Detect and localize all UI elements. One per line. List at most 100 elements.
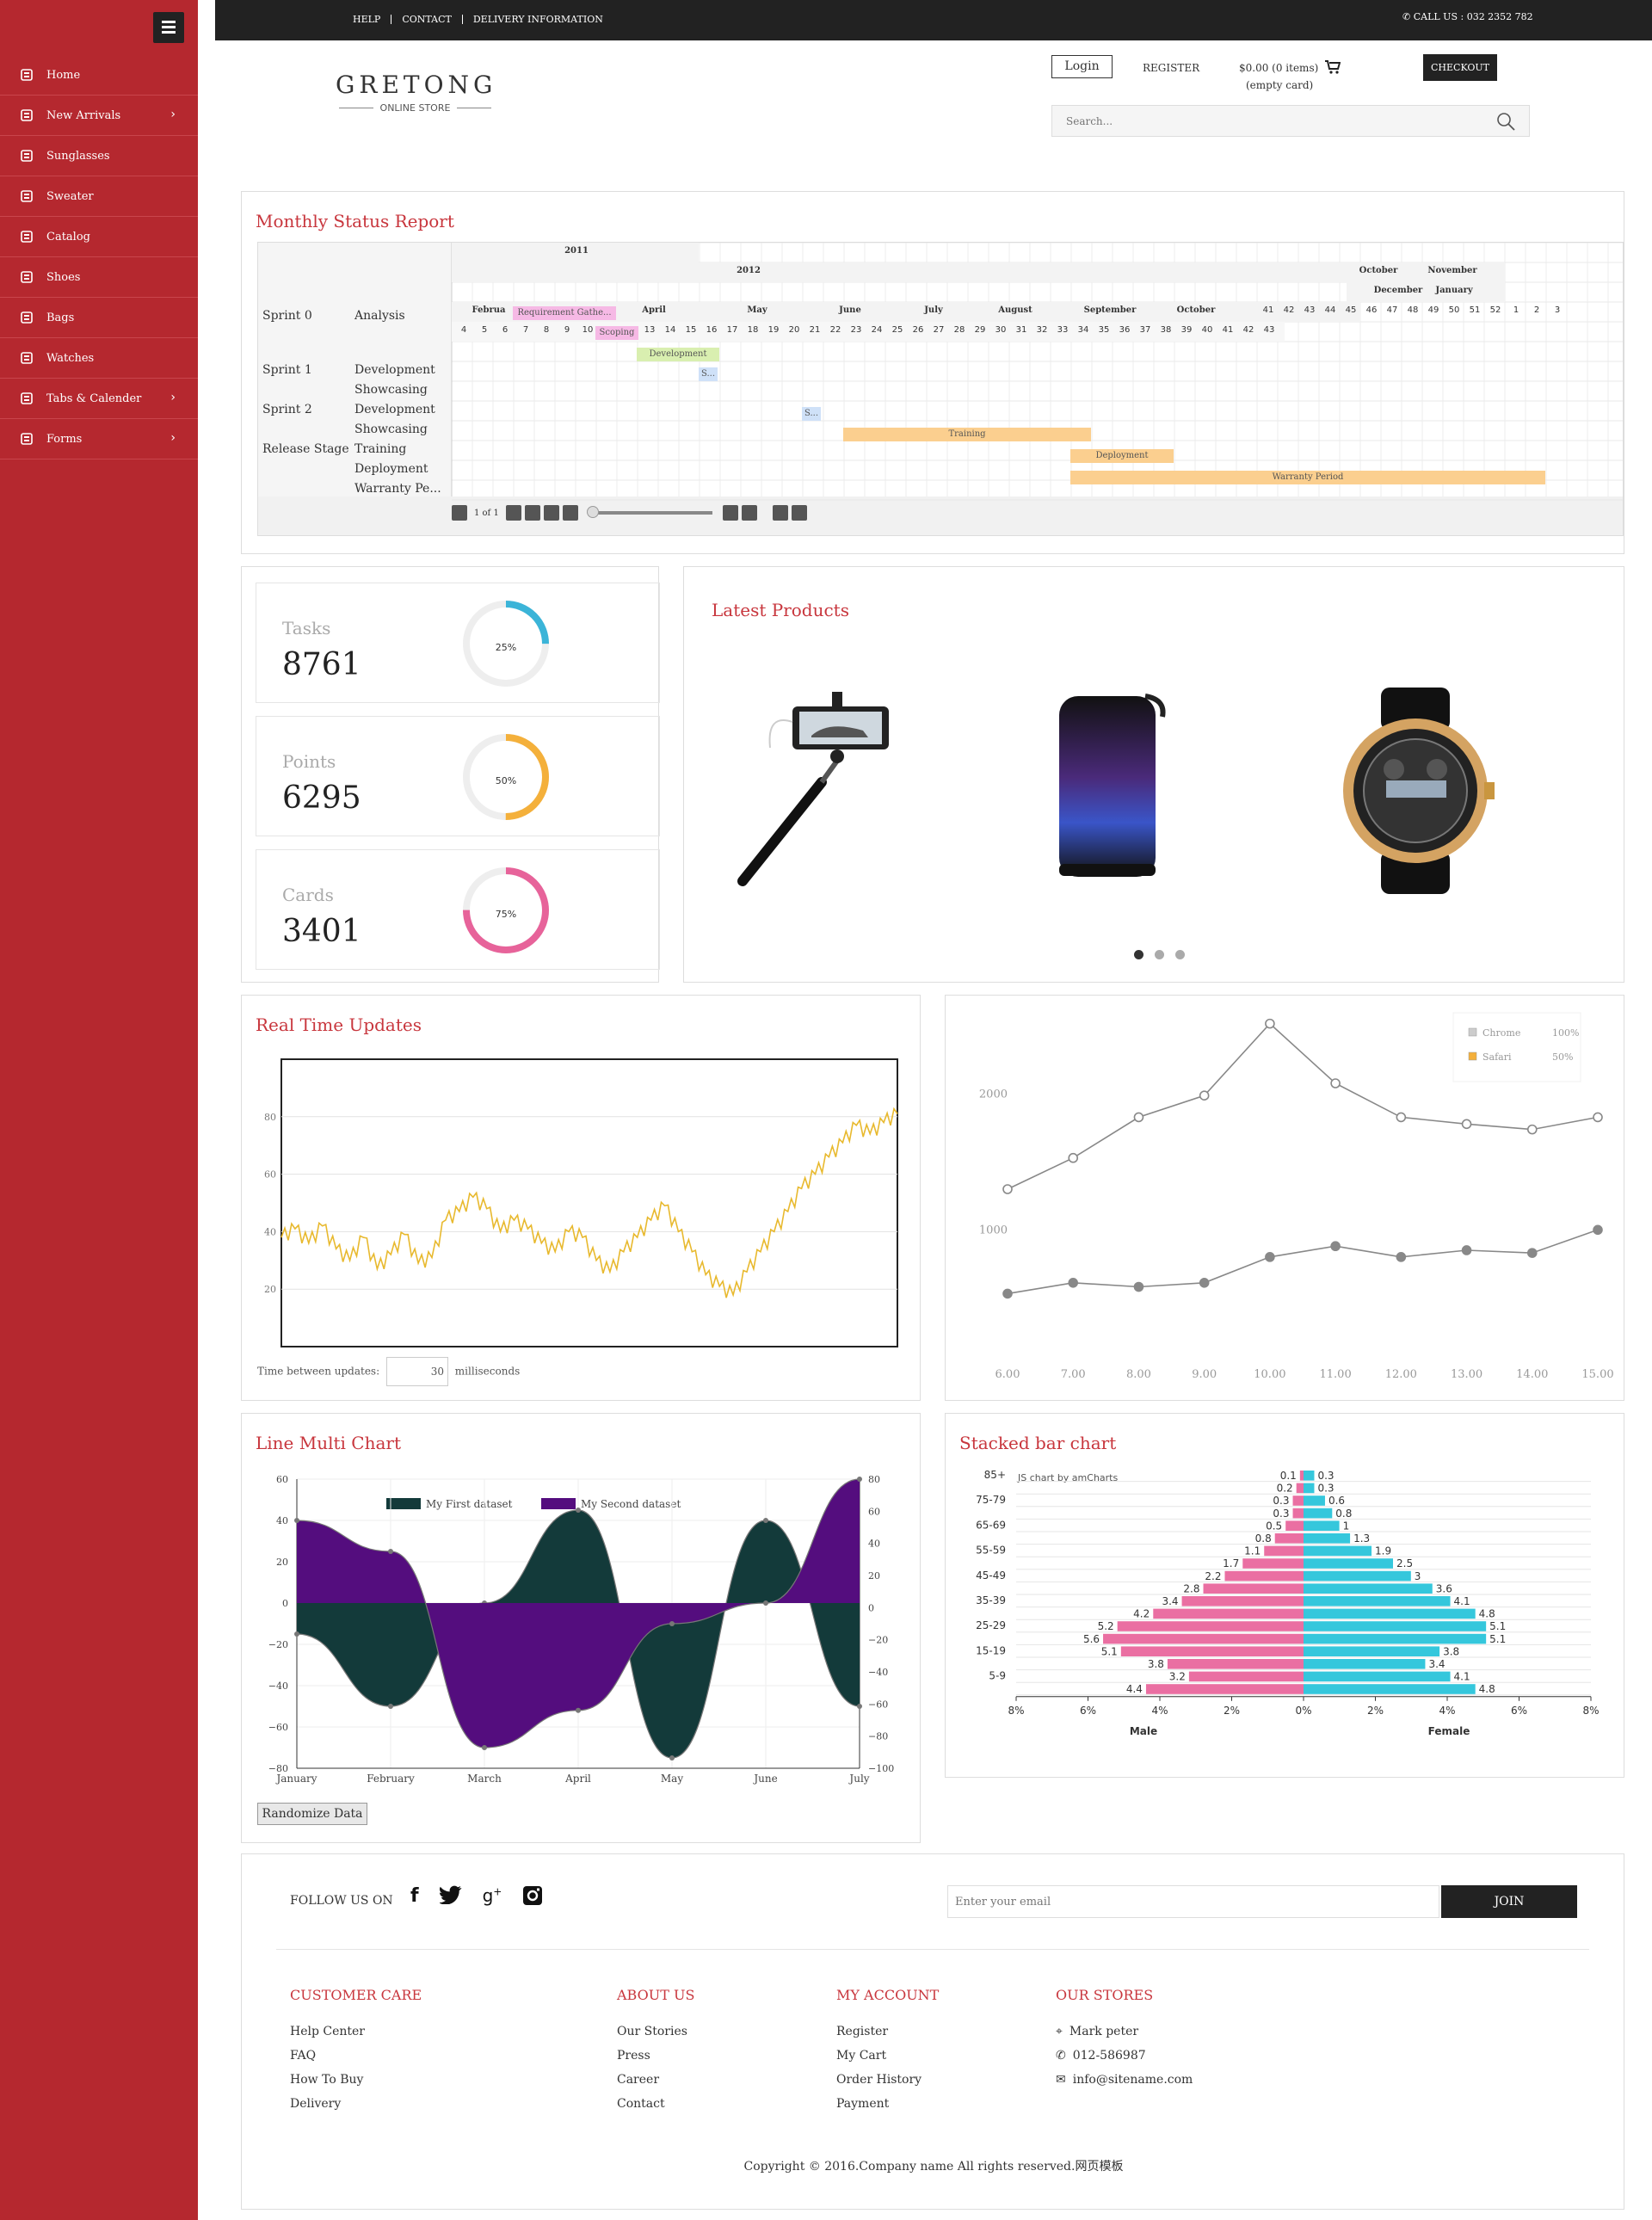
menu-toggle-button[interactable] [153, 12, 184, 43]
data-point[interactable] [482, 1745, 487, 1750]
search-icon[interactable] [1496, 112, 1515, 131]
footer-link[interactable]: ⌖ Mark peter [1056, 2020, 1138, 2044]
gantt-bar[interactable]: Training [843, 428, 1091, 441]
gantt-bar[interactable]: Deployment [1070, 449, 1174, 463]
data-point[interactable] [576, 1707, 581, 1713]
checkout-button[interactable]: CHECKOUT [1423, 54, 1497, 81]
data-point[interactable] [1068, 1152, 1079, 1163]
male-bar[interactable] [1103, 1633, 1304, 1644]
male-bar[interactable] [1285, 1520, 1304, 1531]
male-bar[interactable] [1224, 1570, 1304, 1582]
zoom-in-icon[interactable] [772, 505, 788, 521]
search-input[interactable] [1052, 106, 1465, 136]
data-point[interactable] [1133, 1281, 1144, 1292]
zoom-out-icon[interactable] [791, 505, 807, 521]
data-point[interactable] [1133, 1112, 1144, 1123]
facebook-icon[interactable]: f [410, 1885, 419, 1907]
zoom-slider[interactable] [586, 506, 712, 518]
google-plus-icon[interactable]: g+ [482, 1885, 502, 1906]
gantt-bar[interactable]: Development [637, 348, 719, 361]
data-point[interactable] [1396, 1112, 1407, 1123]
footer-link[interactable]: Press [617, 2044, 650, 2068]
delivery-info-link[interactable]: DELIVERY INFORMATION [472, 14, 603, 25]
footer-link[interactable]: ✆ 012-586987 [1056, 2044, 1146, 2068]
randomize-data-button[interactable]: Randomize Data [257, 1803, 367, 1825]
female-bar[interactable] [1304, 1596, 1451, 1606]
sidebar-item-bags[interactable]: Bags [0, 298, 198, 338]
female-bar[interactable] [1304, 1684, 1476, 1694]
data-point[interactable] [857, 1704, 862, 1709]
male-bar[interactable] [1242, 1558, 1304, 1569]
data-point[interactable] [1330, 1241, 1341, 1252]
gantt-bar[interactable]: S... [802, 407, 821, 421]
data-point[interactable] [1002, 1288, 1013, 1299]
data-point[interactable] [1396, 1252, 1407, 1262]
male-bar[interactable] [1203, 1583, 1304, 1594]
footer-link[interactable]: Contact [617, 2092, 665, 2116]
female-bar[interactable] [1304, 1659, 1426, 1669]
data-point[interactable] [388, 1704, 393, 1709]
male-bar[interactable] [1181, 1596, 1304, 1606]
contact-link[interactable]: CONTACT [391, 15, 463, 24]
male-bar[interactable] [1264, 1545, 1304, 1557]
data-point[interactable] [294, 1518, 299, 1523]
sidebar-item-home[interactable]: Home [0, 55, 198, 96]
help-link[interactable]: HELP [342, 15, 392, 24]
data-point[interactable] [1265, 1252, 1275, 1262]
selfie-stick-image[interactable] [725, 688, 915, 894]
data-point[interactable] [1265, 1018, 1275, 1029]
female-bar[interactable] [1304, 1495, 1325, 1506]
male-bar[interactable] [1188, 1671, 1304, 1682]
data-point[interactable] [1593, 1224, 1603, 1236]
data-point[interactable] [1199, 1278, 1210, 1288]
footer-link[interactable]: Help Center [290, 2020, 365, 2044]
email-input[interactable] [947, 1885, 1439, 1918]
female-bar[interactable] [1304, 1583, 1433, 1594]
footer-link[interactable]: My Cart [836, 2044, 886, 2068]
data-point[interactable] [669, 1621, 675, 1626]
male-bar[interactable] [1299, 1471, 1304, 1481]
male-bar[interactable] [1292, 1495, 1304, 1506]
male-bar[interactable] [1120, 1646, 1304, 1656]
footer-link[interactable]: Register [836, 2020, 888, 2044]
register-link[interactable]: REGISTER [1143, 62, 1200, 74]
female-bar[interactable] [1304, 1483, 1315, 1494]
female-bar[interactable] [1304, 1570, 1411, 1582]
cart-summary[interactable]: $0.00 (0 items) (empty card) [1239, 60, 1341, 91]
footer-link[interactable]: Payment [836, 2092, 889, 2116]
gantt-bar[interactable]: Requirement Gathe... [513, 306, 616, 320]
zoom-icon[interactable] [505, 505, 521, 521]
gantt-bar[interactable]: S... [699, 367, 718, 381]
male-bar[interactable] [1296, 1483, 1304, 1494]
last-page-icon[interactable] [741, 505, 757, 521]
sidebar-item-tabs-calender[interactable]: Tabs & Calender › [0, 379, 198, 419]
data-point[interactable] [294, 1631, 299, 1637]
twitter-icon[interactable] [439, 1885, 462, 1904]
carousel-dot[interactable] [1155, 950, 1164, 959]
female-bar[interactable] [1304, 1508, 1333, 1519]
footer-link[interactable]: FAQ [290, 2044, 316, 2068]
prev-page-icon[interactable] [452, 505, 467, 521]
data-point[interactable] [388, 1549, 393, 1554]
footer-link[interactable]: ✉ info@sitename.com [1056, 2068, 1193, 2092]
site-logo[interactable]: GRETONG ONLINE STORE [336, 71, 495, 114]
female-bar[interactable] [1304, 1621, 1487, 1631]
data-point[interactable] [1526, 1124, 1538, 1135]
data-point[interactable] [1461, 1119, 1472, 1130]
gantt-bar[interactable]: Scoping [595, 326, 638, 340]
footer-link[interactable]: Order History [836, 2068, 922, 2092]
data-point[interactable] [763, 1518, 768, 1523]
footer-link[interactable]: Our Stories [617, 2020, 687, 2044]
data-point[interactable] [1002, 1184, 1013, 1194]
gantt-bar[interactable]: Warranty Period [1070, 471, 1545, 484]
data-point[interactable] [857, 1477, 862, 1482]
data-point[interactable] [1593, 1112, 1603, 1123]
female-bar[interactable] [1304, 1608, 1476, 1619]
female-bar[interactable] [1304, 1633, 1487, 1644]
join-button[interactable]: JOIN [1441, 1885, 1577, 1918]
female-bar[interactable] [1304, 1533, 1351, 1544]
footer-link[interactable]: How To Buy [290, 2068, 363, 2092]
male-bar[interactable] [1145, 1684, 1304, 1694]
female-bar[interactable] [1304, 1545, 1372, 1557]
sidebar-item-watches[interactable]: Watches [0, 338, 198, 379]
